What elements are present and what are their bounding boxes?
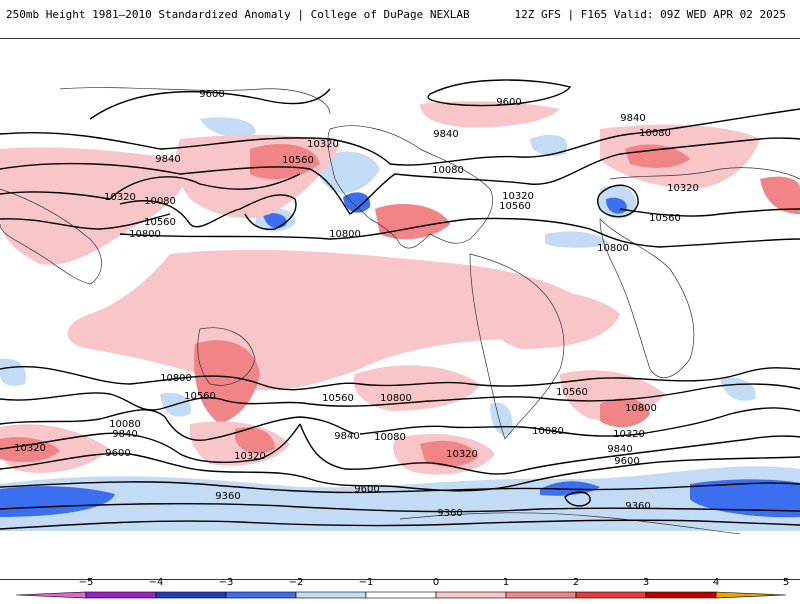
contour-label: 10560 (322, 393, 354, 404)
negative-anomaly-shading (0, 117, 800, 531)
contour-label: 9360 (215, 491, 240, 502)
colorbar-ticks: −5 −4 −3 −2 −1 0 1 2 3 4 5 (79, 577, 790, 588)
contour-label: 9600 (614, 456, 639, 467)
colorbar-swatch (225, 591, 297, 599)
colorbar-tick-label: 1 (503, 577, 509, 588)
map-panel[interactable]: 9600 9600 9840 9840 10080 9840 10320 10560 10320… (0, 38, 800, 580)
colorbar-swatch (365, 591, 437, 599)
colorbar-swatch (155, 591, 227, 599)
contour-label: 10320 (446, 449, 478, 460)
contour-label: 10080 (532, 426, 564, 437)
colorbar-tick-label: −1 (359, 577, 374, 588)
contour-label: 9840 (155, 154, 180, 165)
colorbar-tick-label: −4 (149, 577, 164, 588)
contour-label: 10080 (432, 165, 464, 176)
contour-label: 10080 (109, 419, 141, 430)
colorbar-tick-label: 5 (783, 577, 789, 588)
colorbar: −5 −4 −3 −2 −1 0 1 2 3 4 5 (0, 574, 800, 600)
contour-label: 10560 (649, 213, 681, 224)
height-contours (0, 79, 800, 530)
contour-label: 10320 (502, 191, 534, 202)
contour-label: 9840 (433, 129, 458, 140)
contour-label: 9840 (620, 113, 645, 124)
colorbar-tick-label: 0 (433, 577, 439, 588)
colorbar-tick-label: 3 (643, 577, 649, 588)
contour-label: 9600 (105, 448, 130, 459)
anomaly-map: 9600960098409840100809840103201056010320… (0, 79, 800, 535)
contour-label: 9840 (334, 431, 359, 442)
contour-label: 10560 (556, 387, 588, 398)
contour-label: 9600 (199, 89, 224, 100)
contour-label: 10800 (380, 393, 412, 404)
colorbar-swatch (295, 591, 367, 599)
contour-label: 10320 (14, 443, 46, 454)
colorbar-swatch (575, 591, 647, 599)
contour-label-layer: 9600960098409840100809840103201056010320… (14, 89, 699, 519)
contour-label: 10560 (184, 391, 216, 402)
contour-label: 10800 (329, 229, 361, 240)
colorbar-swatch (505, 591, 577, 599)
contour-label: 10080 (639, 128, 671, 139)
colorbar-swatch (435, 591, 507, 599)
contour-label: 9600 (496, 97, 521, 108)
colorbar-svg: −5 −4 −3 −2 −1 0 1 2 3 4 5 (15, 577, 790, 599)
header-bar: 250mb Height 1981–2010 Standardized Anom… (0, 0, 800, 38)
colorbar-tick-label: 2 (573, 577, 579, 588)
run-info: 12Z GFS | F165 Valid: 09Z WED APR 02 202… (514, 8, 786, 21)
contour-label: 9840 (112, 429, 137, 440)
contour-label: 10800 (625, 403, 657, 414)
contour-label: 9360 (437, 508, 462, 519)
colorbar-tick-label: −3 (219, 577, 234, 588)
contour-label: 10320 (613, 429, 645, 440)
colorbar-swatch (715, 591, 787, 599)
colorbar-swatches (15, 591, 787, 599)
colorbar-swatch (645, 591, 717, 599)
contour-label: 10320 (307, 139, 339, 150)
coastlines (0, 87, 800, 535)
contour-label: 9600 (354, 484, 379, 495)
colorbar-tick-label: 4 (713, 577, 719, 588)
contour-label: 9840 (607, 444, 632, 455)
map-title: 250mb Height 1981–2010 Standardized Anom… (6, 8, 470, 21)
contour-label: 10560 (499, 201, 531, 212)
colorbar-tick-label: −2 (289, 577, 304, 588)
contour-label: 10800 (160, 373, 192, 384)
contour-label: 10320 (104, 192, 136, 203)
colorbar-swatch (85, 591, 157, 599)
contour-label: 10560 (282, 155, 314, 166)
contour-label: 9360 (625, 501, 650, 512)
contour-label: 10320 (234, 451, 266, 462)
colorbar-swatch (15, 591, 87, 599)
contour-label: 10080 (144, 196, 176, 207)
contour-label: 10560 (144, 217, 176, 228)
contour-label: 10800 (597, 243, 629, 254)
colorbar-tick-label: −5 (79, 577, 94, 588)
contour-label: 10320 (667, 183, 699, 194)
contour-label: 10080 (374, 432, 406, 443)
contour-label: 10800 (129, 229, 161, 240)
